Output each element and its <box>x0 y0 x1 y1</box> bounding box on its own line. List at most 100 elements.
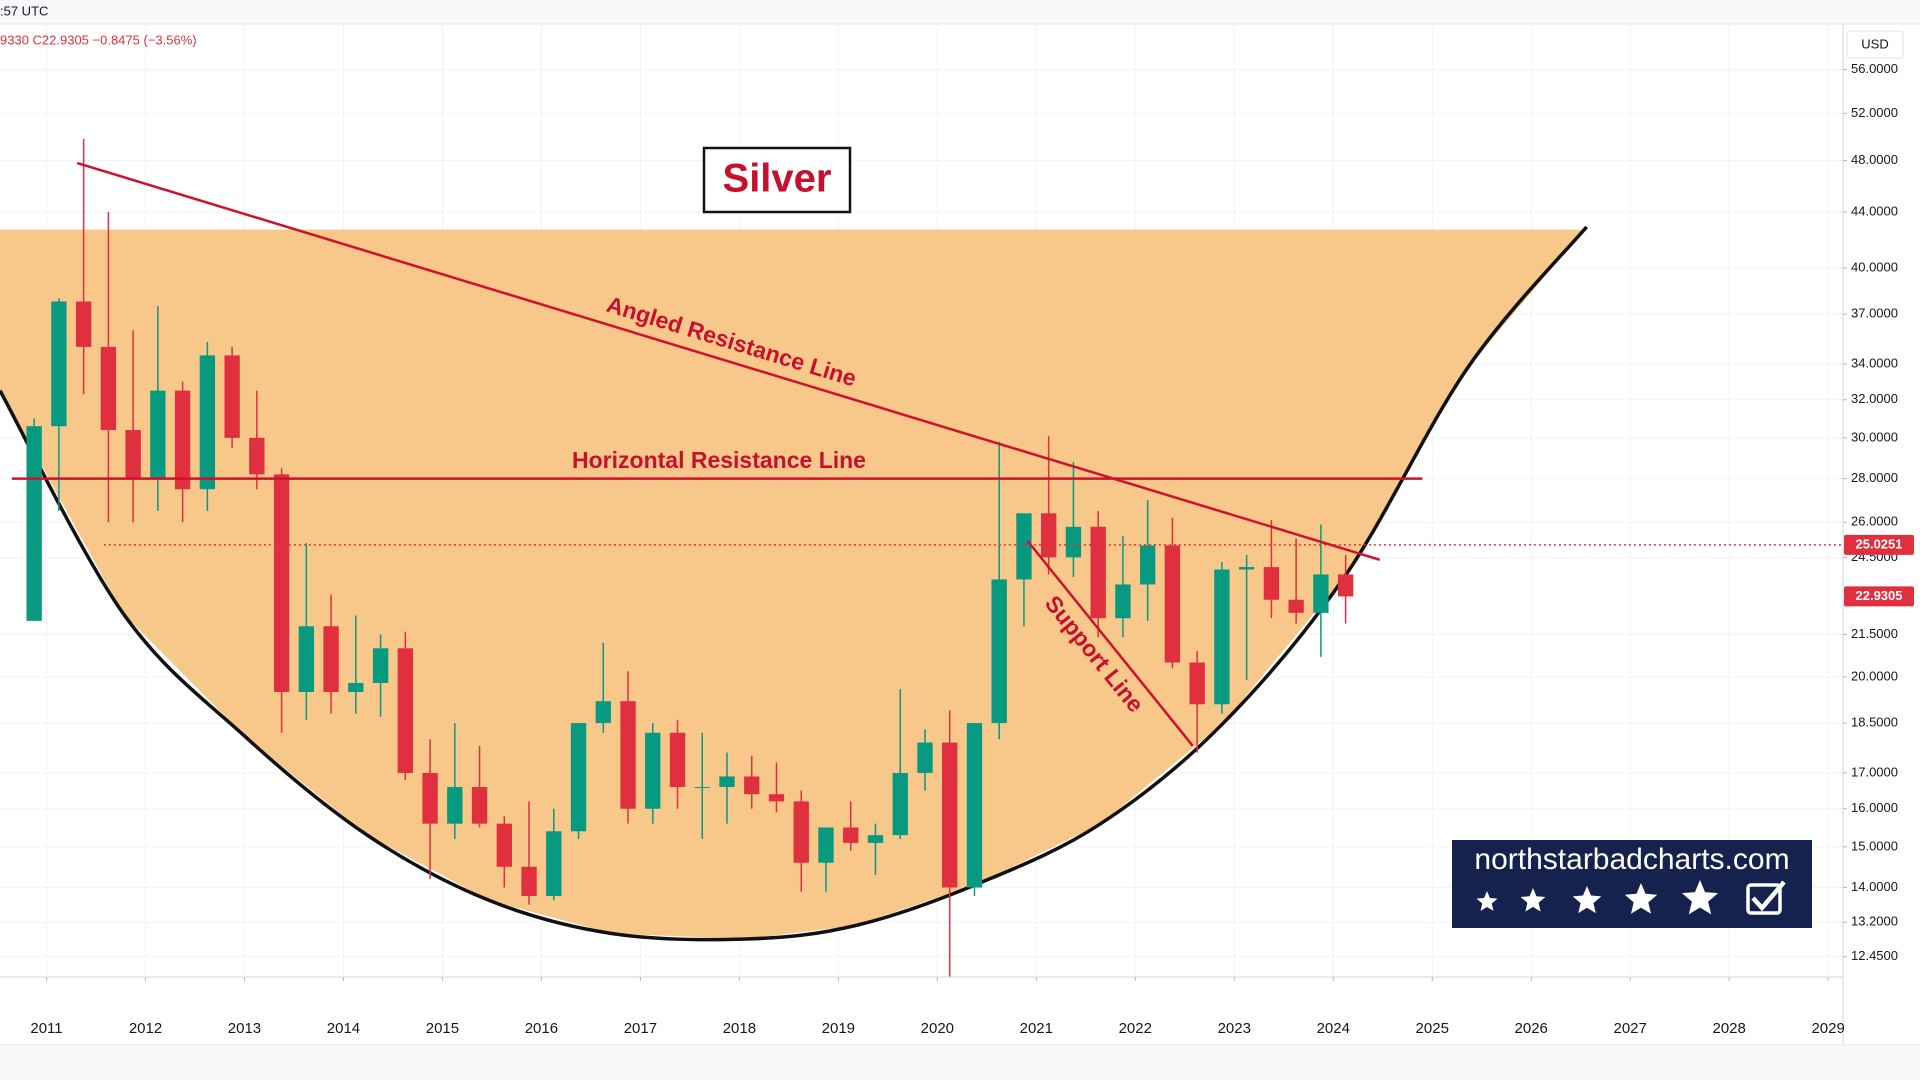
y-tick-label: 30.0000 <box>1851 429 1898 444</box>
candle-body <box>546 831 562 897</box>
candle-body <box>100 346 117 431</box>
price-tag <box>1844 534 1914 555</box>
candle-body <box>917 742 933 773</box>
candle-body <box>570 723 587 832</box>
x-tick-label: 2026 <box>1515 1020 1548 1037</box>
candle-body <box>669 732 686 788</box>
candle-body <box>174 390 191 490</box>
price-tag-label: 25.0251 <box>1856 536 1903 551</box>
y-tick-label: 16.0000 <box>1851 800 1898 815</box>
candle-body <box>818 827 834 863</box>
y-tick-label: 52.0000 <box>1851 105 1898 120</box>
plot-area <box>0 138 1843 977</box>
x-tick-label: 2013 <box>228 1020 261 1037</box>
chart-title: Silver <box>723 157 832 201</box>
candle-body <box>224 355 240 438</box>
y-tick-label: 44.0000 <box>1851 203 1898 218</box>
top-strip <box>0 0 1920 24</box>
watermark: northstarbadcharts.com <box>1452 840 1812 928</box>
candle-body <box>1065 526 1082 558</box>
star <box>1624 883 1658 914</box>
candle-body <box>768 794 785 802</box>
axes: 56.0000 52.0000 48.0000 44.0000 40.0000 37.00… <box>30 61 1914 1037</box>
ohlc-text: 9330 C22.9305 −0.8475 (−3.56%) <box>0 32 197 47</box>
star <box>1520 888 1546 912</box>
check-box <box>1746 883 1782 915</box>
candle-body <box>471 787 488 824</box>
x-tick-label: 2028 <box>1712 1020 1745 1037</box>
x-tick-label: 2023 <box>1218 1020 1251 1037</box>
x-tick-label: 2011 <box>30 1020 62 1037</box>
trend-line <box>1026 539 1194 747</box>
y-tick-label: 56.0000 <box>1851 61 1898 76</box>
candle-body <box>694 787 710 789</box>
candle-body <box>422 772 438 824</box>
candle-body <box>595 701 611 724</box>
candle-body <box>1164 545 1181 663</box>
candle-body <box>323 626 339 693</box>
y-tick-label: 32.0000 <box>1851 391 1898 406</box>
candle-body <box>892 772 908 836</box>
candle-body <box>496 823 512 867</box>
currency: USD <box>1861 36 1888 51</box>
candle-body <box>942 742 958 888</box>
candle-body <box>1041 513 1057 558</box>
candle-body <box>843 827 859 843</box>
bottom-strip <box>0 1046 1920 1080</box>
candle-body <box>1238 567 1255 570</box>
x-tick-label: 2021 <box>1020 1020 1053 1037</box>
x-tick-label: 2022 <box>1119 1020 1152 1037</box>
y-tick-label: 21.5000 <box>1851 626 1898 641</box>
star <box>1681 880 1719 915</box>
x-tick-label: 2016 <box>525 1020 558 1037</box>
title-box <box>702 146 852 214</box>
trend-line <box>76 161 1381 561</box>
candle-body <box>150 390 166 479</box>
y-tick-label: 20.0000 <box>1851 669 1898 684</box>
star <box>1476 891 1498 911</box>
y-tick-label: 28.0000 <box>1851 470 1898 485</box>
candle-body <box>199 355 216 490</box>
y-tick-label: 40.0000 <box>1851 260 1898 275</box>
candle-body <box>75 301 92 347</box>
y-tick-label: 14.0000 <box>1851 879 1898 894</box>
y-tick-label: 13.2000 <box>1851 914 1898 929</box>
x-tick-label: 2015 <box>426 1020 459 1037</box>
x-tick-label: 2017 <box>624 1020 657 1037</box>
check-mark <box>1751 880 1786 912</box>
candle-body <box>1090 526 1106 619</box>
candle-body <box>1115 584 1131 619</box>
candle-body <box>991 579 1007 724</box>
candle-body <box>348 683 364 693</box>
x-tick-label: 2020 <box>921 1020 954 1037</box>
candle-body <box>1189 662 1205 705</box>
y-tick-label: 12.4500 <box>1851 948 1898 963</box>
cup-fill <box>0 226 1587 940</box>
candle-body <box>867 835 884 843</box>
y-tick-label: 34.0000 <box>1851 355 1898 370</box>
y-tick-label: 48.0000 <box>1851 152 1898 167</box>
candle-body <box>447 787 463 824</box>
candle-body <box>125 430 141 479</box>
candle-body <box>1139 545 1156 585</box>
candle-body <box>1313 574 1329 613</box>
x-tick-label: 2014 <box>327 1020 360 1037</box>
candle-body <box>793 801 809 863</box>
x-tick-label: 2024 <box>1317 1020 1350 1037</box>
star <box>1572 886 1602 914</box>
candle-body <box>1337 574 1354 597</box>
currency-box <box>1846 30 1904 59</box>
candle-body <box>645 732 661 809</box>
x-tick-label: 2025 <box>1416 1020 1449 1037</box>
price-tag-label: 22.9305 <box>1856 588 1903 603</box>
candle-body <box>744 776 760 795</box>
cup-curve <box>0 225 1588 942</box>
y-tick-label: 18.5000 <box>1851 715 1898 730</box>
candle-body <box>1263 567 1280 600</box>
candle-body <box>1288 599 1304 613</box>
x-tick-label: 2012 <box>129 1020 162 1037</box>
candle-body <box>719 776 735 788</box>
candle-body <box>26 426 42 621</box>
